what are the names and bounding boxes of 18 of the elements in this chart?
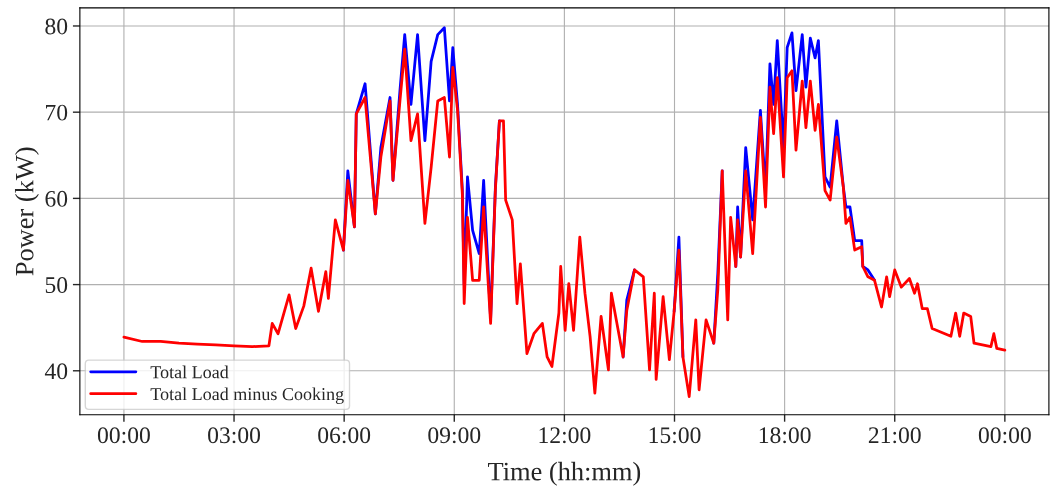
legend-label: Total Load minus Cooking: [150, 387, 344, 404]
x-tick-label: 21:00: [868, 427, 921, 444]
y-tick-label: 50: [45, 277, 68, 294]
y-axis-title: Power (kW): [14, 147, 39, 276]
legend-label: Total Load: [150, 365, 229, 379]
x-tick-label: 00:00: [97, 427, 150, 444]
y-tick-label: 80: [45, 18, 68, 35]
x-tick-label: 03:00: [208, 427, 261, 444]
x-tick-label: 09:00: [428, 427, 481, 444]
y-tick-label: 40: [44, 363, 68, 380]
x-tick-label: 12:00: [539, 427, 591, 444]
x-tick-label: 00:00: [978, 427, 1031, 444]
y-tick-label: 60: [45, 190, 68, 207]
x-tick-label: 06:00: [318, 427, 371, 444]
x-tick-label: 15:00: [649, 427, 701, 444]
y-tick-label: 70: [46, 104, 68, 121]
x-axis-title: Time (hh:mm): [488, 461, 641, 486]
x-tick-label: 18:00: [759, 427, 811, 444]
